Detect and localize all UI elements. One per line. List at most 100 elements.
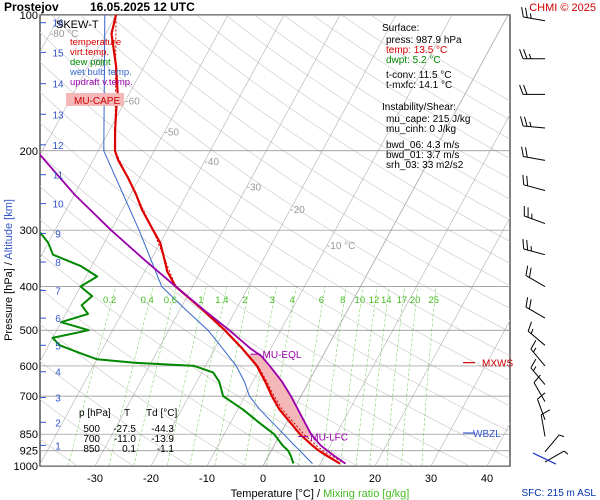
table-header-p: p [hPa] — [79, 408, 111, 419]
altitude-tick-label: 14 — [52, 80, 64, 91]
wind-barb — [533, 374, 546, 402]
altitude-tick-label: 11 — [53, 171, 64, 182]
level-label: MU-EQL — [263, 350, 302, 361]
wind-barb — [530, 340, 546, 367]
dry-adiabat — [109, 15, 510, 286]
legend: SKEW-T temperature virt.temp. dew point … — [56, 19, 133, 107]
temperature-tick-label: -20 — [143, 473, 159, 485]
isotherm — [40, 15, 229, 362]
barb-staff — [537, 398, 546, 421]
isotherm — [262, 15, 509, 466]
wind-barb — [537, 392, 546, 421]
barb-staff — [527, 330, 546, 346]
level-label: MU-LFC — [310, 432, 348, 443]
altitude-tick-label: 9 — [55, 229, 61, 240]
level-table: p [hPa] T Td [°C] 500 -27.5 -44.3 700 -1… — [79, 408, 177, 455]
wind-barb — [544, 434, 565, 453]
isotherm-label: -50 — [165, 127, 180, 138]
barb-flag — [519, 49, 524, 59]
updraft-line — [40, 153, 347, 465]
dry-adiabat — [225, 15, 510, 200]
dew-point-line — [40, 230, 295, 464]
wind-barb — [525, 297, 546, 319]
mixing-ratio-label: 17 — [397, 295, 408, 306]
pressure-tick-label: 400 — [20, 282, 38, 294]
isotherm-label: -60 — [125, 97, 140, 108]
dry-adiabat — [196, 15, 510, 221]
dry-adiabat — [40, 61, 510, 381]
wind-barb — [519, 84, 545, 95]
barb-staff — [523, 125, 546, 129]
table-cell: -13.9 — [151, 434, 174, 445]
cape-layer — [247, 354, 314, 437]
temperature-tick-label: 30 — [425, 473, 437, 485]
mixing-ratio-label: 1.4 — [215, 295, 228, 306]
wind-barb — [525, 265, 546, 287]
wind-barb — [530, 358, 546, 385]
wind-barb — [521, 146, 546, 161]
mixing-ratio-label: 0.4 — [141, 295, 154, 306]
wind-barb — [522, 238, 546, 256]
barb-flag — [519, 84, 524, 95]
surface-panel: Surface: press: 987.9 hPa temp: 13.5 °C … — [382, 23, 471, 171]
barb-flag — [533, 374, 541, 383]
isotherm — [150, 15, 397, 466]
altitude-tick-label: 1 — [55, 441, 61, 452]
pressure-tick-label: 600 — [20, 361, 38, 373]
surface-dewpoint: dwpt: 5.2 °C — [386, 55, 441, 66]
mixing-ratio-label: 1 — [198, 295, 203, 306]
wind-barb — [521, 7, 546, 22]
barb-flag — [522, 174, 525, 185]
altitude-tick-label: 13 — [52, 110, 64, 121]
mixing-ratio-label: 2 — [242, 295, 247, 306]
barb-flag — [530, 340, 537, 350]
mixing-ratio-label: 25 — [428, 295, 439, 306]
pressure-tick-label: 500 — [20, 325, 38, 337]
barb-flag — [520, 116, 524, 127]
barb-flag — [528, 267, 532, 278]
isotherm — [40, 15, 117, 156]
barb-flag — [525, 7, 528, 18]
barb-staff — [525, 275, 546, 287]
barb-flag — [537, 392, 546, 400]
altitude-tick-label: 15 — [52, 48, 64, 59]
source-credit: CHMI © 2025 — [529, 2, 596, 14]
barb-half — [529, 121, 532, 127]
cape-area — [247, 354, 314, 437]
altitude-tick-label: 2 — [55, 418, 61, 429]
barb-half — [529, 13, 532, 19]
surface-heading: Surface: — [382, 23, 419, 34]
barb-flag — [521, 7, 524, 18]
legend-dew-point: dew point — [70, 57, 111, 68]
altitude-tick-label: 7 — [55, 286, 61, 297]
barb-flag — [523, 116, 528, 127]
pressure-tick-label: 700 — [20, 391, 38, 403]
isotherm-label: -30 — [247, 183, 262, 194]
legend-wet-bulb: wet bulb temp. — [69, 67, 132, 78]
dry-adiabat — [40, 31, 510, 357]
wind-barb — [520, 116, 546, 129]
isotherm — [40, 15, 173, 259]
wind-barb — [527, 321, 546, 346]
barb-staff — [530, 367, 546, 385]
instability-heading: Instability/Shear: — [382, 102, 456, 113]
altitude-tick-label: 10 — [52, 200, 64, 211]
grid-layer — [40, 15, 510, 466]
barb-half — [563, 450, 569, 455]
dry-adiabat — [167, 15, 510, 242]
temperature-tick-label: -10 — [199, 473, 215, 485]
surface-wind — [532, 452, 557, 465]
mixing-ratio-label: 20 — [410, 295, 421, 306]
barb-half — [532, 347, 537, 353]
mixing-ratio-label: 3 — [270, 295, 275, 306]
legend-cape-swatch — [66, 93, 124, 106]
surface-tconv: t-conv: 11.5 °C — [386, 70, 452, 81]
barb-half — [528, 53, 532, 59]
isotherm-label: -70 — [90, 58, 105, 69]
isotherm — [40, 15, 285, 465]
mixing-ratio-label: 0.2 — [103, 295, 116, 306]
barb-flag — [522, 238, 525, 250]
table-cell: 500 — [83, 424, 100, 435]
chart-title: SKEW-T — [56, 19, 99, 31]
